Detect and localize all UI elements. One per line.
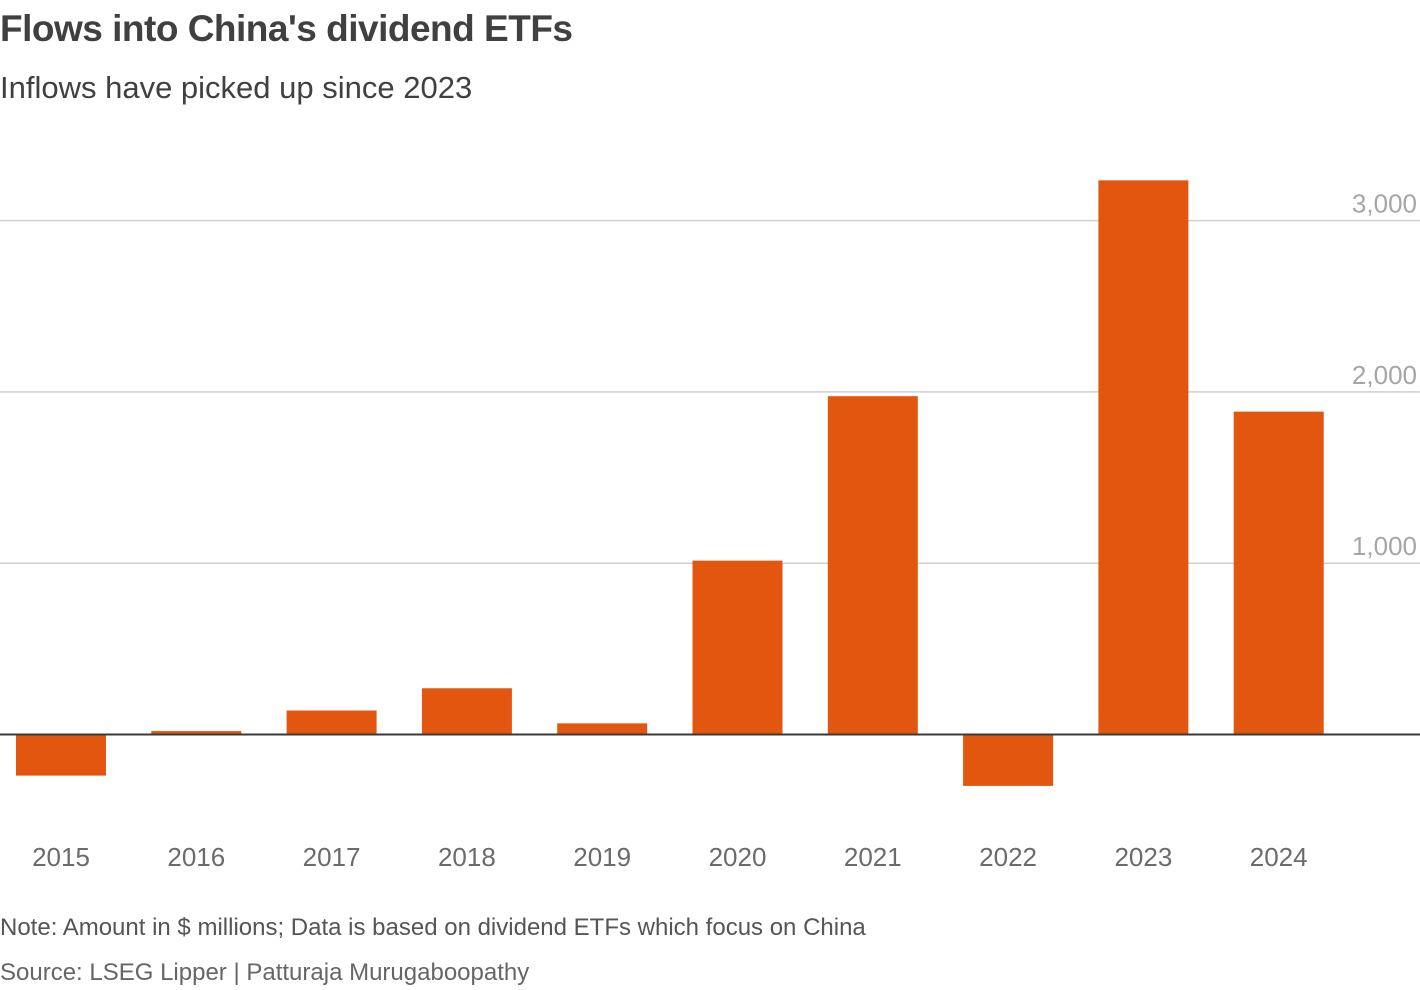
bar-2015: [16, 734, 106, 776]
y-tick-label: 2,000: [1352, 360, 1417, 390]
gridlines: [0, 219, 1420, 564]
y-tick-label: 3,000: [1352, 189, 1417, 219]
bar-2021: [827, 396, 918, 735]
x-tick-label: 2015: [32, 842, 90, 872]
bar-2024: [1233, 411, 1324, 735]
chart-note: Note: Amount in $ millions; Data is base…: [0, 914, 866, 941]
x-tick-label: 2024: [1250, 842, 1308, 872]
bar-2022: [963, 734, 1054, 786]
y-axis-ticks: 1,000 2,000 3,000: [1352, 189, 1417, 562]
bar-2023: [1098, 180, 1189, 735]
chart-source: Source: LSEG Lipper | Patturaja Murugabo…: [0, 959, 530, 986]
bar-2017: [286, 710, 377, 735]
x-axis-ticks: 2015 2016 2017 2018 2019 2020 2021 2022 2023 2024: [32, 842, 1308, 872]
chart-title: Flows into China's dividend ETFs: [0, 8, 573, 49]
bars: [16, 180, 1324, 786]
x-tick-label: 2023: [1114, 842, 1172, 872]
y-tick-label: 1,000: [1352, 531, 1417, 561]
x-tick-label: 2016: [167, 842, 225, 872]
x-tick-label: 2017: [303, 842, 361, 872]
x-tick-label: 2020: [709, 842, 767, 872]
x-tick-label: 2018: [438, 842, 496, 872]
bar-2018: [421, 688, 512, 735]
x-tick-label: 2021: [844, 842, 902, 872]
bar-2019: [557, 723, 648, 735]
x-tick-label: 2022: [979, 842, 1037, 872]
x-tick-label: 2019: [573, 842, 631, 872]
bar-2016: [151, 731, 242, 735]
chart-subtitle: Inflows have picked up since 2023: [0, 70, 473, 105]
bar-2020: [692, 560, 783, 735]
